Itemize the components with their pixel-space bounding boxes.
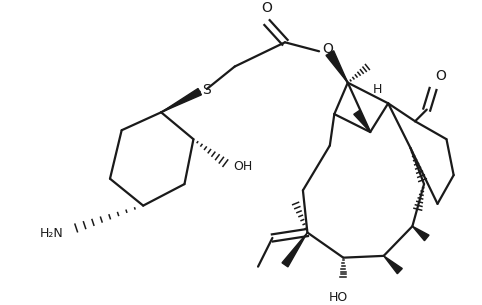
Polygon shape — [161, 88, 201, 112]
Polygon shape — [282, 232, 308, 267]
Text: S: S — [202, 83, 211, 97]
Text: O: O — [322, 41, 334, 56]
Polygon shape — [413, 226, 429, 241]
Polygon shape — [384, 256, 402, 274]
Text: H: H — [373, 83, 382, 96]
Text: OH: OH — [233, 160, 252, 173]
Text: O: O — [435, 69, 446, 83]
Text: H₂N: H₂N — [40, 227, 63, 240]
Polygon shape — [326, 51, 348, 83]
Polygon shape — [354, 110, 370, 132]
Text: O: O — [262, 2, 272, 15]
Text: HO: HO — [329, 291, 348, 304]
